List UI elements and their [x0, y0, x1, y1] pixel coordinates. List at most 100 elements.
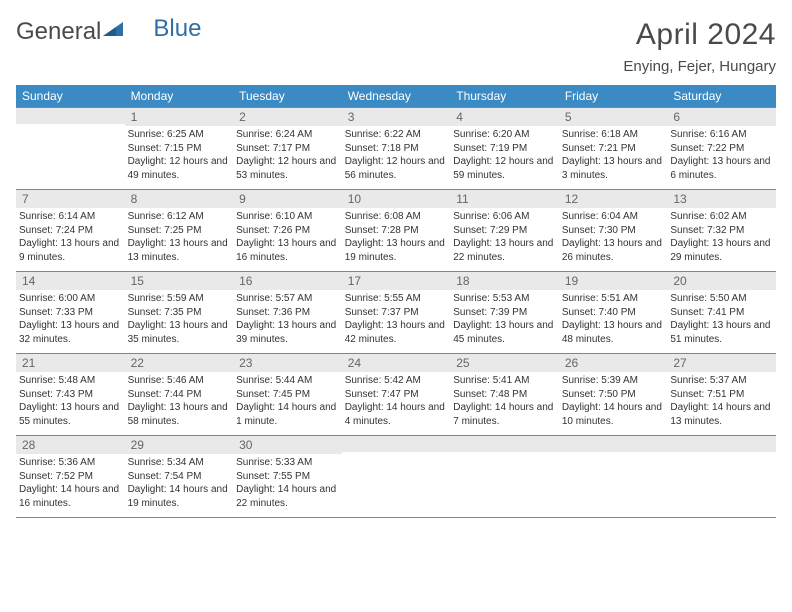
day-details: Sunrise: 5:48 AMSunset: 7:43 PMDaylight:…	[16, 372, 125, 430]
day-number: 21	[16, 354, 125, 372]
dow-header: Wednesday	[342, 85, 451, 108]
day-details: Sunrise: 5:34 AMSunset: 7:54 PMDaylight:…	[125, 454, 234, 512]
day-cell: 22Sunrise: 5:46 AMSunset: 7:44 PMDayligh…	[125, 354, 234, 436]
day-details: Sunrise: 5:50 AMSunset: 7:41 PMDaylight:…	[667, 290, 776, 348]
location: Enying, Fejer, Hungary	[623, 58, 776, 75]
day-details: Sunrise: 5:51 AMSunset: 7:40 PMDaylight:…	[559, 290, 668, 348]
day-cell: 11Sunrise: 6:06 AMSunset: 7:29 PMDayligh…	[450, 190, 559, 272]
day-number: 23	[233, 354, 342, 372]
day-cell: 17Sunrise: 5:55 AMSunset: 7:37 PMDayligh…	[342, 272, 451, 354]
day-details: Sunrise: 6:16 AMSunset: 7:22 PMDaylight:…	[667, 126, 776, 184]
day-cell: 30Sunrise: 5:33 AMSunset: 7:55 PMDayligh…	[233, 436, 342, 518]
dow-header: Friday	[559, 85, 668, 108]
day-number: 25	[450, 354, 559, 372]
day-number: 15	[125, 272, 234, 290]
day-cell: 24Sunrise: 5:42 AMSunset: 7:47 PMDayligh…	[342, 354, 451, 436]
day-details: Sunrise: 5:46 AMSunset: 7:44 PMDaylight:…	[125, 372, 234, 430]
day-details: Sunrise: 5:59 AMSunset: 7:35 PMDaylight:…	[125, 290, 234, 348]
calendar-table: SundayMondayTuesdayWednesdayThursdayFrid…	[16, 85, 776, 518]
day-number: 20	[667, 272, 776, 290]
day-cell: 18Sunrise: 5:53 AMSunset: 7:39 PMDayligh…	[450, 272, 559, 354]
header: General Blue April 2024 Enying, Fejer, H…	[16, 18, 776, 75]
day-details: Sunrise: 6:02 AMSunset: 7:32 PMDaylight:…	[667, 208, 776, 266]
day-cell: 1Sunrise: 6:25 AMSunset: 7:15 PMDaylight…	[125, 108, 234, 190]
day-cell: 20Sunrise: 5:50 AMSunset: 7:41 PMDayligh…	[667, 272, 776, 354]
day-cell: 10Sunrise: 6:08 AMSunset: 7:28 PMDayligh…	[342, 190, 451, 272]
day-cell: 2Sunrise: 6:24 AMSunset: 7:17 PMDaylight…	[233, 108, 342, 190]
empty-cell	[342, 436, 451, 518]
day-number: 9	[233, 190, 342, 208]
day-cell: 9Sunrise: 6:10 AMSunset: 7:26 PMDaylight…	[233, 190, 342, 272]
day-cell: 7Sunrise: 6:14 AMSunset: 7:24 PMDaylight…	[16, 190, 125, 272]
day-number: 1	[125, 108, 234, 126]
day-number: 17	[342, 272, 451, 290]
dow-header: Tuesday	[233, 85, 342, 108]
week-row: 14Sunrise: 6:00 AMSunset: 7:33 PMDayligh…	[16, 272, 776, 354]
day-details: Sunrise: 6:08 AMSunset: 7:28 PMDaylight:…	[342, 208, 451, 266]
day-details: Sunrise: 5:57 AMSunset: 7:36 PMDaylight:…	[233, 290, 342, 348]
dow-header: Saturday	[667, 85, 776, 108]
day-number	[559, 436, 668, 452]
week-row: 7Sunrise: 6:14 AMSunset: 7:24 PMDaylight…	[16, 190, 776, 272]
week-row: 28Sunrise: 5:36 AMSunset: 7:52 PMDayligh…	[16, 436, 776, 518]
day-number	[342, 436, 451, 452]
day-number: 24	[342, 354, 451, 372]
day-cell: 13Sunrise: 6:02 AMSunset: 7:32 PMDayligh…	[667, 190, 776, 272]
day-number: 2	[233, 108, 342, 126]
empty-cell	[667, 436, 776, 518]
month-title: April 2024	[623, 18, 776, 52]
logo-triangle-icon	[103, 17, 123, 45]
logo: General Blue	[16, 18, 201, 46]
day-details: Sunrise: 5:37 AMSunset: 7:51 PMDaylight:…	[667, 372, 776, 430]
dow-header: Sunday	[16, 85, 125, 108]
day-details: Sunrise: 6:18 AMSunset: 7:21 PMDaylight:…	[559, 126, 668, 184]
logo-text-2: Blue	[153, 15, 201, 43]
day-cell: 14Sunrise: 6:00 AMSunset: 7:33 PMDayligh…	[16, 272, 125, 354]
day-details: Sunrise: 5:53 AMSunset: 7:39 PMDaylight:…	[450, 290, 559, 348]
day-number: 7	[16, 190, 125, 208]
day-number: 28	[16, 436, 125, 454]
day-of-week-row: SundayMondayTuesdayWednesdayThursdayFrid…	[16, 85, 776, 108]
day-cell: 28Sunrise: 5:36 AMSunset: 7:52 PMDayligh…	[16, 436, 125, 518]
day-number: 16	[233, 272, 342, 290]
day-details: Sunrise: 6:22 AMSunset: 7:18 PMDaylight:…	[342, 126, 451, 184]
day-details: Sunrise: 6:24 AMSunset: 7:17 PMDaylight:…	[233, 126, 342, 184]
day-number: 10	[342, 190, 451, 208]
day-number: 27	[667, 354, 776, 372]
empty-cell	[450, 436, 559, 518]
day-details: Sunrise: 5:36 AMSunset: 7:52 PMDaylight:…	[16, 454, 125, 512]
day-cell: 19Sunrise: 5:51 AMSunset: 7:40 PMDayligh…	[559, 272, 668, 354]
day-details: Sunrise: 6:25 AMSunset: 7:15 PMDaylight:…	[125, 126, 234, 184]
day-number: 12	[559, 190, 668, 208]
day-details: Sunrise: 5:42 AMSunset: 7:47 PMDaylight:…	[342, 372, 451, 430]
day-number: 30	[233, 436, 342, 454]
day-number	[667, 436, 776, 452]
day-cell: 3Sunrise: 6:22 AMSunset: 7:18 PMDaylight…	[342, 108, 451, 190]
day-cell: 25Sunrise: 5:41 AMSunset: 7:48 PMDayligh…	[450, 354, 559, 436]
week-row: 1Sunrise: 6:25 AMSunset: 7:15 PMDaylight…	[16, 108, 776, 190]
dow-header: Monday	[125, 85, 234, 108]
day-number: 26	[559, 354, 668, 372]
day-cell: 23Sunrise: 5:44 AMSunset: 7:45 PMDayligh…	[233, 354, 342, 436]
day-details: Sunrise: 6:00 AMSunset: 7:33 PMDaylight:…	[16, 290, 125, 348]
logo-text-1: General	[16, 18, 101, 46]
day-details: Sunrise: 5:39 AMSunset: 7:50 PMDaylight:…	[559, 372, 668, 430]
day-number: 22	[125, 354, 234, 372]
day-cell: 16Sunrise: 5:57 AMSunset: 7:36 PMDayligh…	[233, 272, 342, 354]
day-details: Sunrise: 5:41 AMSunset: 7:48 PMDaylight:…	[450, 372, 559, 430]
day-details: Sunrise: 6:20 AMSunset: 7:19 PMDaylight:…	[450, 126, 559, 184]
day-number: 11	[450, 190, 559, 208]
day-details: Sunrise: 6:06 AMSunset: 7:29 PMDaylight:…	[450, 208, 559, 266]
day-number: 14	[16, 272, 125, 290]
day-details: Sunrise: 6:10 AMSunset: 7:26 PMDaylight:…	[233, 208, 342, 266]
day-cell: 29Sunrise: 5:34 AMSunset: 7:54 PMDayligh…	[125, 436, 234, 518]
day-number	[450, 436, 559, 452]
title-block: April 2024 Enying, Fejer, Hungary	[623, 18, 776, 75]
week-row: 21Sunrise: 5:48 AMSunset: 7:43 PMDayligh…	[16, 354, 776, 436]
day-details: Sunrise: 6:04 AMSunset: 7:30 PMDaylight:…	[559, 208, 668, 266]
day-details: Sunrise: 6:14 AMSunset: 7:24 PMDaylight:…	[16, 208, 125, 266]
day-number: 13	[667, 190, 776, 208]
day-details: Sunrise: 5:33 AMSunset: 7:55 PMDaylight:…	[233, 454, 342, 512]
day-cell: 21Sunrise: 5:48 AMSunset: 7:43 PMDayligh…	[16, 354, 125, 436]
day-cell: 15Sunrise: 5:59 AMSunset: 7:35 PMDayligh…	[125, 272, 234, 354]
